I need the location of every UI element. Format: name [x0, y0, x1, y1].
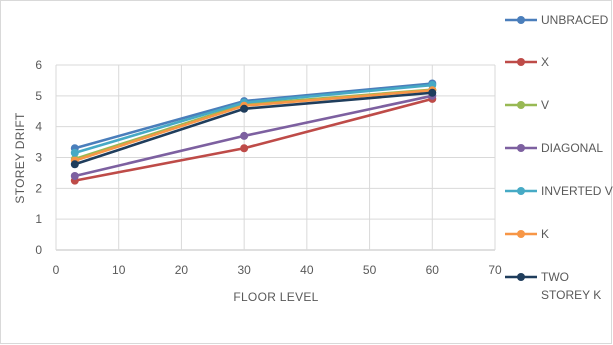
y-tick-label: 0 — [35, 243, 42, 257]
data-point — [70, 160, 79, 169]
legend-marker — [517, 58, 525, 66]
x-tick-label: 30 — [237, 263, 251, 277]
legend-label: X — [541, 55, 549, 69]
legend-item: INVERTED V — [505, 184, 613, 198]
legend-label: UNBRACED — [541, 13, 609, 27]
legend-item: V — [505, 98, 549, 112]
legend-label: V — [541, 98, 549, 112]
x-tick-label: 50 — [363, 263, 377, 277]
series-layer — [70, 79, 437, 185]
data-point — [70, 172, 79, 180]
legend-marker — [517, 187, 525, 195]
legend-label: INVERTED V — [541, 184, 613, 198]
x-tick-label: 40 — [300, 263, 314, 277]
legend-item: TWO STOREY K — [505, 270, 601, 302]
legend-marker — [517, 101, 525, 109]
legend-item: K — [505, 227, 549, 241]
legend-label: DIAGONAL — [541, 141, 603, 155]
legend: UNBRACED X V DIAGONAL INVERTED V K TWO STOREY K — [505, 13, 613, 302]
y-tick-label: 1 — [35, 212, 42, 226]
x-tick-label: 20 — [175, 263, 189, 277]
legend-marker — [517, 230, 525, 238]
legend-item: X — [505, 55, 549, 69]
y-tick-label: 6 — [35, 58, 42, 72]
series-two-storey-k — [70, 88, 437, 169]
series-line — [73, 97, 434, 182]
data-point — [240, 144, 249, 153]
y-tick-label: 4 — [35, 120, 42, 134]
x-axis-title: FLOOR LEVEL — [233, 290, 318, 304]
y-tick-label: 3 — [35, 151, 42, 165]
x-tick-label: 10 — [112, 263, 126, 277]
legend-item: DIAGONAL — [505, 141, 603, 155]
x-tick-label: 70 — [488, 263, 502, 277]
y-axis-ticks: 0 1 2 3 4 5 6 — [35, 58, 42, 257]
y-tick-label: 2 — [35, 181, 42, 195]
y-axis-title: STOREY DRIFT — [13, 112, 27, 204]
data-point — [428, 88, 437, 97]
legend-label: TWO STOREY K — [541, 270, 601, 302]
legend-marker — [517, 144, 525, 152]
x-tick-label: 60 — [426, 263, 440, 277]
data-point — [70, 148, 79, 157]
y-tick-label: 5 — [35, 89, 42, 103]
data-point — [240, 131, 249, 140]
legend-marker — [517, 273, 525, 281]
data-point — [240, 104, 249, 113]
series-diagonal — [70, 91, 437, 180]
legend-label: K — [541, 227, 549, 241]
legend-marker — [517, 16, 525, 24]
x-axis-ticks: 0 10 20 30 40 50 60 70 — [53, 263, 502, 277]
legend-item: UNBRACED — [505, 13, 609, 27]
x-tick-label: 0 — [53, 263, 60, 277]
